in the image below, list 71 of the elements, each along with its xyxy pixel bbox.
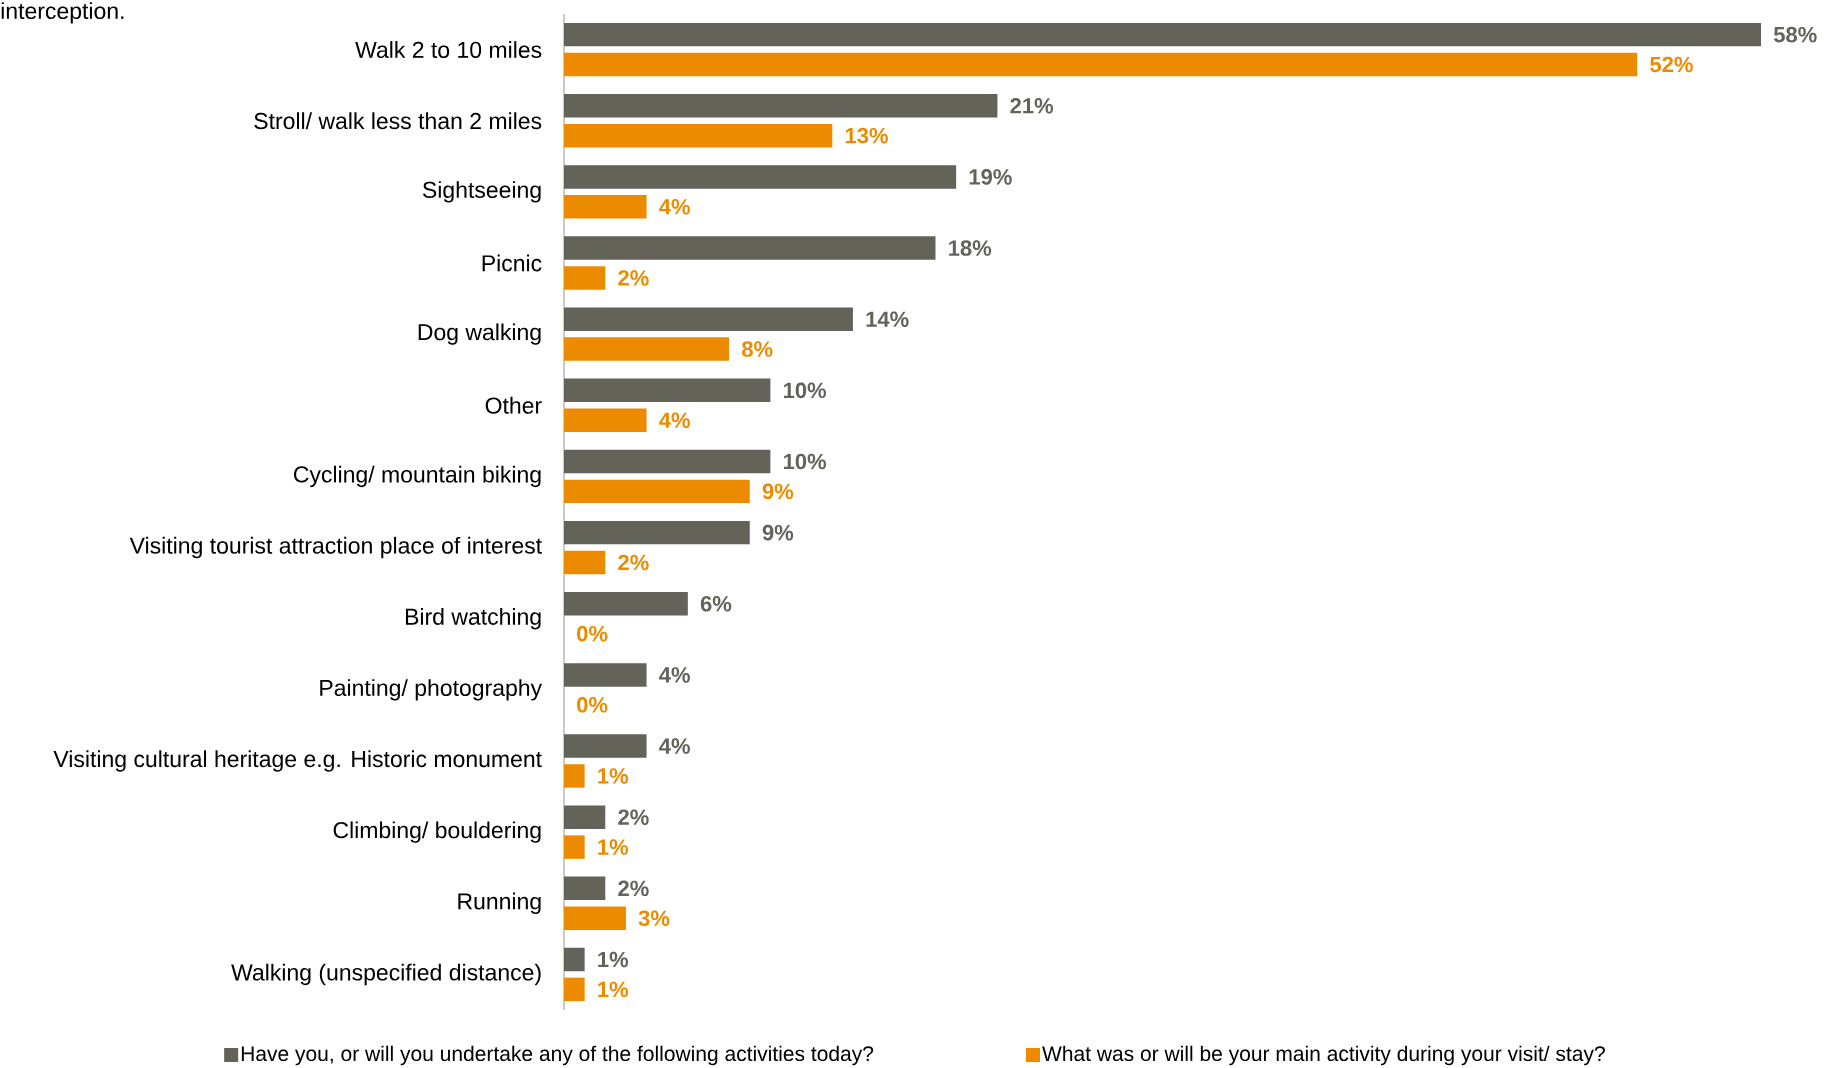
data-label: 4%	[659, 199, 690, 215]
y-tick-label: Visiting tourist attraction place of interest	[129, 536, 542, 559]
bar	[564, 123, 833, 148]
bar	[564, 236, 936, 260]
data-label: 0%	[577, 697, 608, 713]
data-label: 9%	[762, 524, 794, 541]
data-label: 3%	[638, 910, 670, 927]
text: interception.	[1, 2, 124, 24]
data-label: 4%	[659, 667, 690, 683]
data-label: 6%	[700, 595, 732, 612]
bar	[564, 94, 998, 118]
bar	[564, 592, 688, 616]
bar	[564, 520, 750, 545]
bar	[564, 947, 585, 972]
data-label: 58%	[1773, 26, 1817, 43]
bar	[564, 550, 606, 575]
y-tick-label: Climbing/ bouldering	[333, 821, 541, 843]
bar	[564, 479, 750, 504]
bar	[564, 378, 771, 403]
data-label: 14%	[866, 311, 909, 327]
data-label: 10%	[783, 453, 827, 470]
y-tick-label: Walk 2 to 10 miles	[355, 41, 542, 58]
data-label: 2%	[618, 880, 649, 897]
bar	[564, 22, 1762, 47]
y-tick-label: Dog walking	[418, 323, 541, 345]
bar	[564, 165, 957, 189]
data-label: 1%	[598, 839, 629, 855]
data-label: 9%	[762, 483, 794, 500]
data-label: 0%	[577, 625, 608, 642]
data-label: 4%	[659, 412, 690, 428]
data-label: 19%	[969, 169, 1012, 185]
data-label: 52%	[1650, 56, 1693, 73]
bar	[564, 805, 606, 829]
y-tick-label: Other	[485, 396, 542, 414]
data-label: 2%	[618, 270, 649, 286]
bar	[564, 449, 771, 474]
bar	[564, 408, 647, 432]
data-label: 1%	[598, 951, 629, 968]
y-tick-label: Picnic	[482, 254, 542, 272]
data-label: 8%	[742, 341, 773, 357]
data-label: 2%	[618, 809, 649, 825]
y-tick-label: Bird watching	[405, 607, 541, 630]
bar	[564, 337, 730, 361]
data-label: 21%	[1010, 98, 1054, 114]
bar	[564, 764, 585, 788]
y-tick-label: Walking (unspecified distance)	[231, 963, 541, 986]
bar	[564, 195, 647, 219]
y-tick-label: Painting/ photography	[320, 679, 543, 701]
y-tick-label: Visiting cultural heritage e.g. Historic monument	[53, 750, 542, 772]
bar	[564, 734, 647, 758]
bar	[564, 977, 585, 1002]
legend-label: What was or will be your main activity during your visit/ stay?	[1042, 1045, 1605, 1066]
data-label: 18%	[949, 240, 992, 256]
data-label: 4%	[659, 738, 690, 754]
y-tick-label: Cycling/ mountain biking	[294, 465, 541, 488]
data-label: 1%	[598, 981, 629, 998]
bar	[564, 52, 1638, 77]
data-label: 2%	[618, 554, 649, 571]
bar	[564, 906, 626, 930]
data-label: 10%	[783, 382, 827, 399]
bar	[564, 266, 606, 290]
data-label: 13%	[845, 127, 888, 144]
y-tick-label: Sightseeing	[422, 181, 541, 203]
bar	[564, 663, 647, 687]
bar	[564, 307, 853, 331]
bar	[564, 835, 585, 859]
y-tick-label: Running	[458, 892, 541, 915]
legend-label: Have you, or will you undertake any of the following activities today?	[241, 1045, 874, 1066]
bar	[564, 876, 606, 901]
y-tick-label: Stroll/ walk less than 2 miles	[254, 112, 542, 130]
data-label: 1%	[598, 768, 629, 784]
